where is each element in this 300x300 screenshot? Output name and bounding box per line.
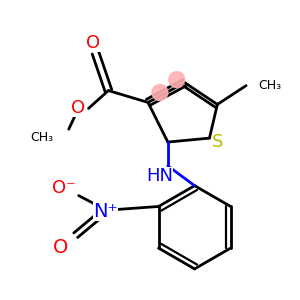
Text: N⁺: N⁺	[93, 202, 118, 221]
Text: HN: HN	[146, 167, 173, 185]
Text: O: O	[53, 238, 68, 256]
Text: S: S	[212, 133, 223, 151]
Text: O: O	[86, 34, 100, 52]
Circle shape	[152, 85, 168, 101]
Circle shape	[169, 72, 185, 88]
Text: CH₃: CH₃	[258, 79, 281, 92]
Text: O⁻: O⁻	[52, 178, 76, 196]
Text: O: O	[70, 99, 85, 117]
Text: CH₃: CH₃	[30, 130, 53, 144]
